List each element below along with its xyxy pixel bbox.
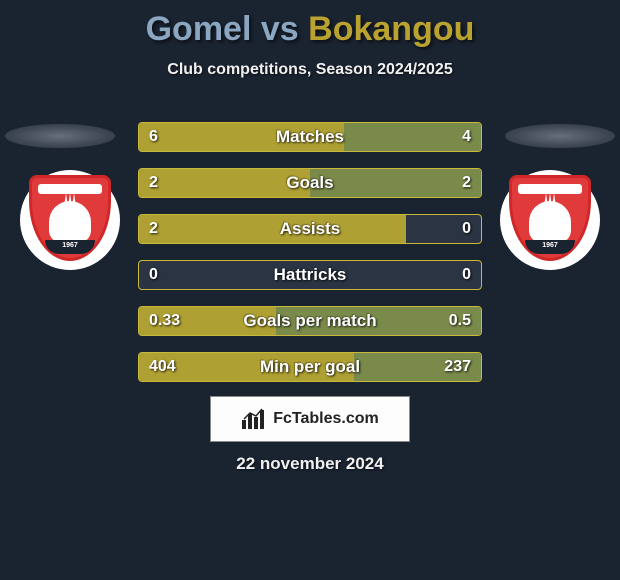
stat-row: Assists20 (138, 214, 482, 244)
team-crest-left: 1967 (20, 170, 120, 270)
crest-year: 1967 (525, 240, 575, 254)
stat-row: Goals22 (138, 168, 482, 198)
subtitle: Club competitions, Season 2024/2025 (0, 61, 620, 79)
stat-value-right: 0 (462, 215, 471, 243)
bars-logo-icon (241, 408, 267, 430)
thistle-icon (49, 201, 91, 243)
snapshot-date: 22 november 2024 (0, 454, 620, 474)
brand-footer: FcTables.com (210, 396, 410, 442)
shadow-ellipse-left (5, 124, 115, 148)
crest-year: 1967 (45, 240, 95, 254)
shadow-ellipse-right (505, 124, 615, 148)
page-title: Gomel vs Bokangou (0, 0, 620, 49)
stat-row: Matches64 (138, 122, 482, 152)
bar-segment-left (139, 123, 344, 151)
bar-segment-right (276, 307, 481, 335)
player-right-name: Bokangou (308, 10, 474, 48)
brand-text: FcTables.com (273, 410, 379, 428)
team-crest-right: 1967 (500, 170, 600, 270)
shield-icon: 1967 (509, 175, 591, 261)
bar-segment-left (139, 169, 310, 197)
crest-graphic: 1967 (29, 175, 111, 265)
bar-segment-right (310, 169, 481, 197)
stat-row: Min per goal404237 (138, 352, 482, 382)
bar-segment-left (139, 353, 354, 381)
shield-icon: 1967 (29, 175, 111, 261)
h2h-comparison-card: Gomel vs Bokangou Club competitions, Sea… (0, 0, 620, 580)
crest-graphic: 1967 (509, 175, 591, 265)
bar-segment-right (354, 353, 481, 381)
comparison-bars: Matches64Goals22Assists20Hattricks00Goal… (138, 122, 482, 398)
stat-row: Goals per match0.330.5 (138, 306, 482, 336)
stat-value-right: 0 (462, 261, 471, 289)
player-left-name: Gomel (146, 10, 252, 48)
vs-separator: vs (261, 10, 299, 48)
bar-segment-right (344, 123, 481, 151)
thistle-icon (529, 201, 571, 243)
stat-row: Hattricks0 0 (138, 260, 482, 290)
stat-label: Hattricks (139, 261, 481, 289)
bar-segment-left (139, 215, 406, 243)
stat-value-left: 0 (149, 261, 158, 289)
bar-segment-left (139, 307, 276, 335)
